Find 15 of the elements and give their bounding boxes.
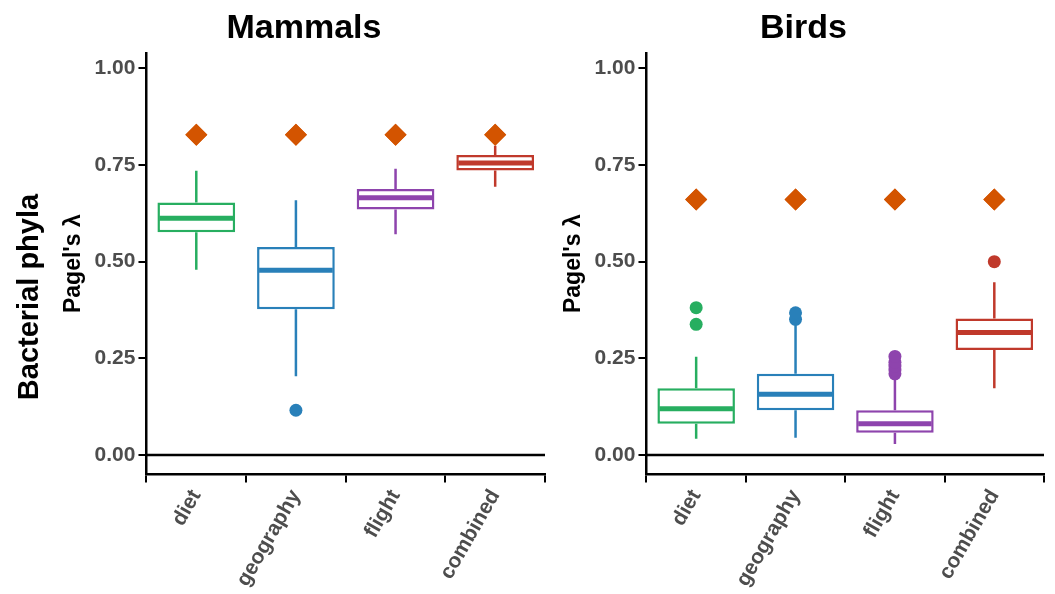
y-tick-label: 0.50 <box>594 248 636 272</box>
y-tick-label: 1.00 <box>94 55 136 79</box>
y-tick-label: 0.75 <box>94 151 136 175</box>
y-tick-label: 0.00 <box>94 441 136 465</box>
text: Bacterial phyla <box>11 193 45 401</box>
y-tick-label: 0.75 <box>594 151 636 175</box>
y-axis-title: Pagel's λ <box>59 214 86 314</box>
y-tick-label: 0.50 <box>94 248 136 272</box>
y-tick-label: 0.25 <box>94 345 136 369</box>
chart-title: Mammals <box>226 6 382 45</box>
chart-title: Birds <box>760 6 847 45</box>
y-axis-title: Pagel's λ <box>559 214 586 314</box>
y-tick-label: 0.00 <box>594 441 636 465</box>
y-tick-label: 0.25 <box>594 345 636 369</box>
y-tick-label: 1.00 <box>594 55 636 79</box>
